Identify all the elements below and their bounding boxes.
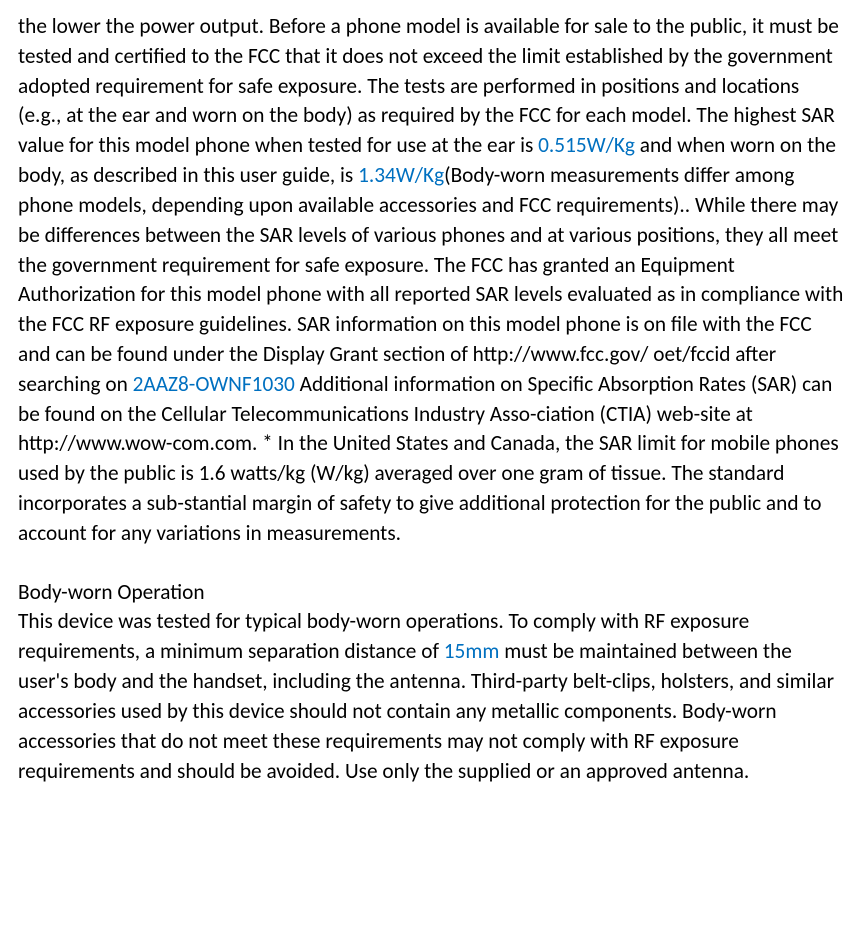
fcc-id-value: 2AAZ8-OWNF1030 <box>133 371 295 397</box>
document-page: the lower the power output. Before a pho… <box>0 0 862 808</box>
sar-paragraph: the lower the power output. Before a pho… <box>18 12 844 549</box>
separation-distance-value: 15mm <box>444 638 500 664</box>
paragraph-spacer <box>18 549 844 578</box>
bodyworn-paragraph: Body-worn Operation This device was test… <box>18 578 844 787</box>
sar-body-value: 1.34W/Kg <box>358 162 444 188</box>
sar-text-3: (Body-worn measurements differ among pho… <box>18 162 843 397</box>
sar-text-4: Additional information on Specific Absor… <box>18 371 839 546</box>
bodyworn-heading: Body-worn Operation <box>18 579 205 605</box>
sar-ear-value: 0.515W/Kg <box>538 132 635 158</box>
